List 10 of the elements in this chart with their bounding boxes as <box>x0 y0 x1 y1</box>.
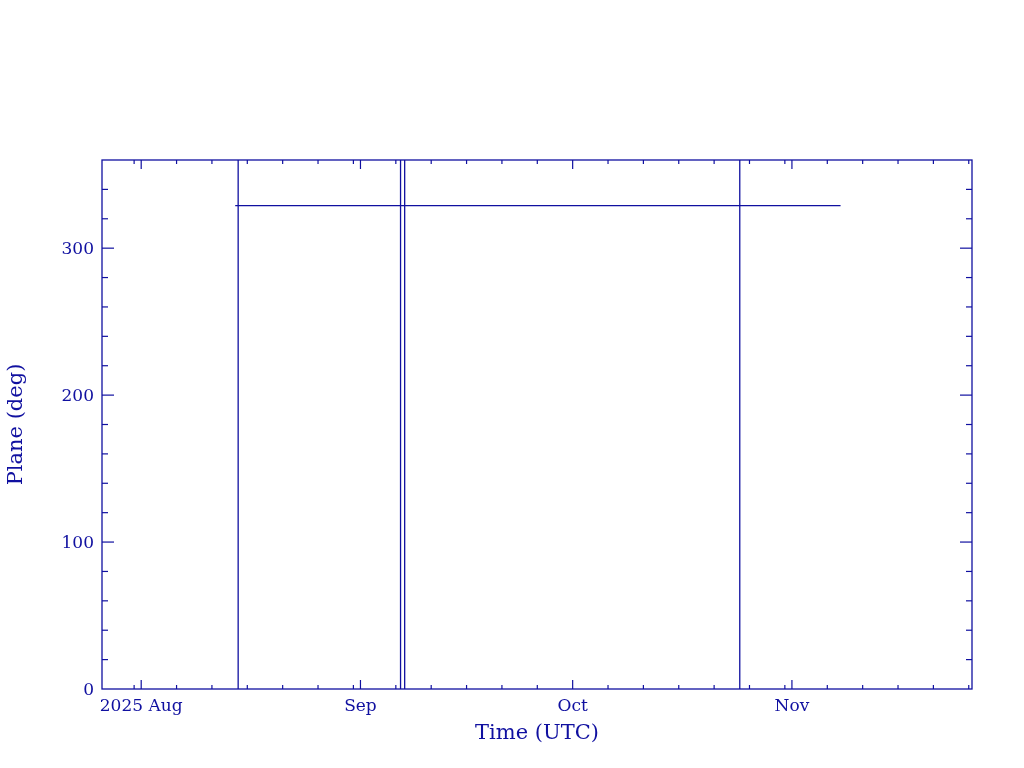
x-axis-title: Time (UTC) <box>475 720 599 744</box>
x-tick-label: 2025 Aug <box>99 695 183 715</box>
x-tick-label: Sep <box>344 695 377 715</box>
x-tick-label: Nov <box>774 695 810 715</box>
y-axis-title: Plane (deg) <box>3 363 27 486</box>
y-tick-label: 0 <box>83 678 94 699</box>
y-tick-label: 300 <box>61 238 94 259</box>
x-tick-label: Oct <box>557 695 588 715</box>
y-tick-label: 100 <box>61 532 94 553</box>
y-tick-label: 200 <box>61 385 94 406</box>
